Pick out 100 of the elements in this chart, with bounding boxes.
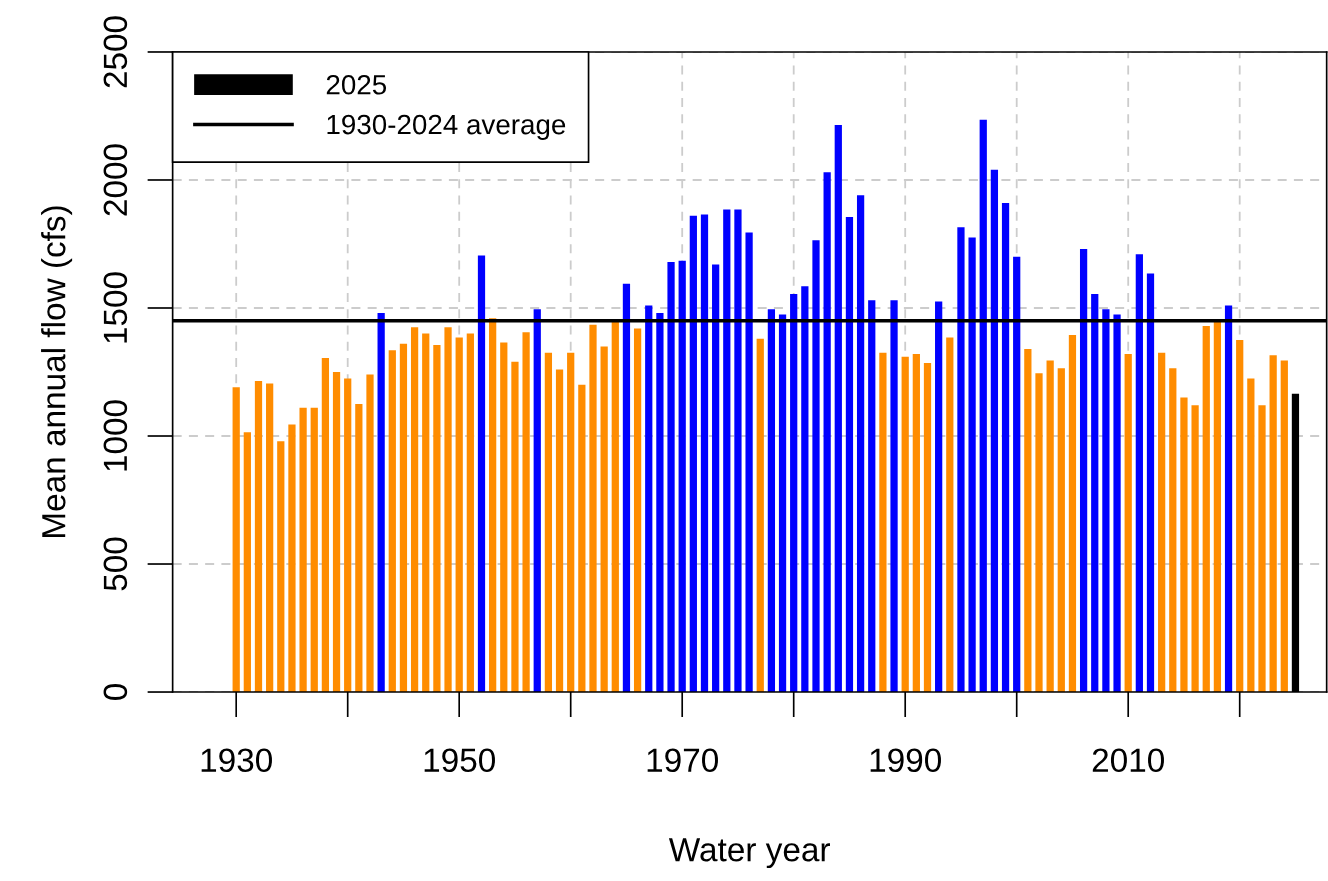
bar [912, 354, 920, 693]
x-axis-title: Water year [668, 838, 830, 869]
bar [633, 328, 642, 693]
bar [1258, 405, 1266, 693]
bar [1013, 256, 1021, 693]
bar [399, 343, 408, 693]
bar [489, 318, 497, 693]
bar [1113, 314, 1121, 693]
y-tick-label: 2000 [103, 144, 128, 216]
bar [1213, 322, 1222, 693]
bar [600, 346, 608, 693]
bar [1269, 355, 1277, 693]
bar [1202, 325, 1210, 693]
bar [689, 215, 697, 693]
legend-label: 2025 [326, 74, 387, 95]
bar [288, 424, 296, 693]
bar [511, 361, 519, 693]
bar [946, 337, 954, 693]
bar [845, 217, 854, 693]
bar [656, 313, 664, 693]
bar [1224, 305, 1233, 693]
bar [466, 333, 474, 693]
bar [1091, 293, 1099, 693]
bar [544, 352, 553, 693]
y-tick-label: 0 [103, 684, 128, 700]
x-tick-label: 2010 [1092, 748, 1164, 773]
bar [1046, 360, 1054, 693]
bar [344, 378, 352, 693]
y-tick-label: 1500 [103, 272, 128, 343]
bar [879, 352, 887, 693]
x-tick-label: 1970 [647, 748, 718, 773]
bar [979, 119, 987, 693]
bar [455, 337, 463, 693]
y-tick-label: 2500 [103, 16, 128, 88]
bar [1057, 368, 1065, 693]
bar [745, 232, 753, 693]
bar [856, 195, 865, 693]
bar [444, 327, 452, 693]
bar [667, 261, 675, 693]
bar [968, 237, 976, 693]
bar [433, 345, 441, 693]
bar [1169, 368, 1177, 693]
bar [243, 432, 251, 693]
bar [422, 333, 430, 693]
bar [923, 363, 932, 693]
bar [611, 322, 619, 693]
x-tick-label: 1950 [424, 748, 495, 773]
bar [555, 369, 564, 693]
bar [1079, 249, 1088, 693]
bar [823, 172, 831, 693]
bar [321, 357, 330, 693]
bar [388, 350, 396, 693]
bar [778, 314, 787, 693]
bar [1247, 378, 1255, 693]
bar [1280, 360, 1288, 693]
bar [1191, 405, 1199, 693]
bar [1236, 340, 1244, 693]
bar [1146, 273, 1155, 693]
bar [1135, 254, 1143, 693]
y-axis-title: Mean annual flow (cfs) [41, 206, 73, 537]
bar [1158, 352, 1166, 693]
bar [712, 264, 720, 693]
bar [567, 352, 575, 693]
bar [232, 387, 240, 693]
bar [678, 260, 686, 693]
bar [1035, 373, 1043, 693]
bar [533, 309, 541, 693]
bar [1068, 334, 1077, 693]
bar [355, 404, 363, 693]
bar [589, 324, 597, 693]
bar [790, 293, 798, 693]
bar [377, 313, 385, 693]
bar [756, 338, 764, 693]
bar [1180, 397, 1188, 693]
bar [254, 380, 263, 693]
bar [410, 327, 419, 693]
bar [890, 300, 898, 693]
bar [901, 356, 909, 693]
bar [277, 441, 285, 693]
bar [734, 209, 742, 693]
bar [1024, 348, 1032, 693]
x-tick-label: 1990 [870, 748, 941, 773]
bar [767, 309, 776, 693]
bar [700, 214, 709, 693]
bar [299, 407, 307, 693]
bar [834, 124, 842, 693]
bar [645, 305, 653, 693]
bar [957, 227, 965, 693]
legend-label: 1930-2024 average [327, 114, 566, 140]
bar [990, 169, 999, 693]
bar [868, 300, 876, 693]
bar [723, 209, 731, 693]
bar [500, 342, 508, 693]
bar [332, 372, 341, 693]
y-tick-label: 500 [103, 537, 128, 591]
bar [622, 283, 631, 693]
bar [266, 383, 274, 693]
bar [935, 301, 943, 693]
bar [310, 407, 318, 693]
bar [812, 240, 820, 693]
